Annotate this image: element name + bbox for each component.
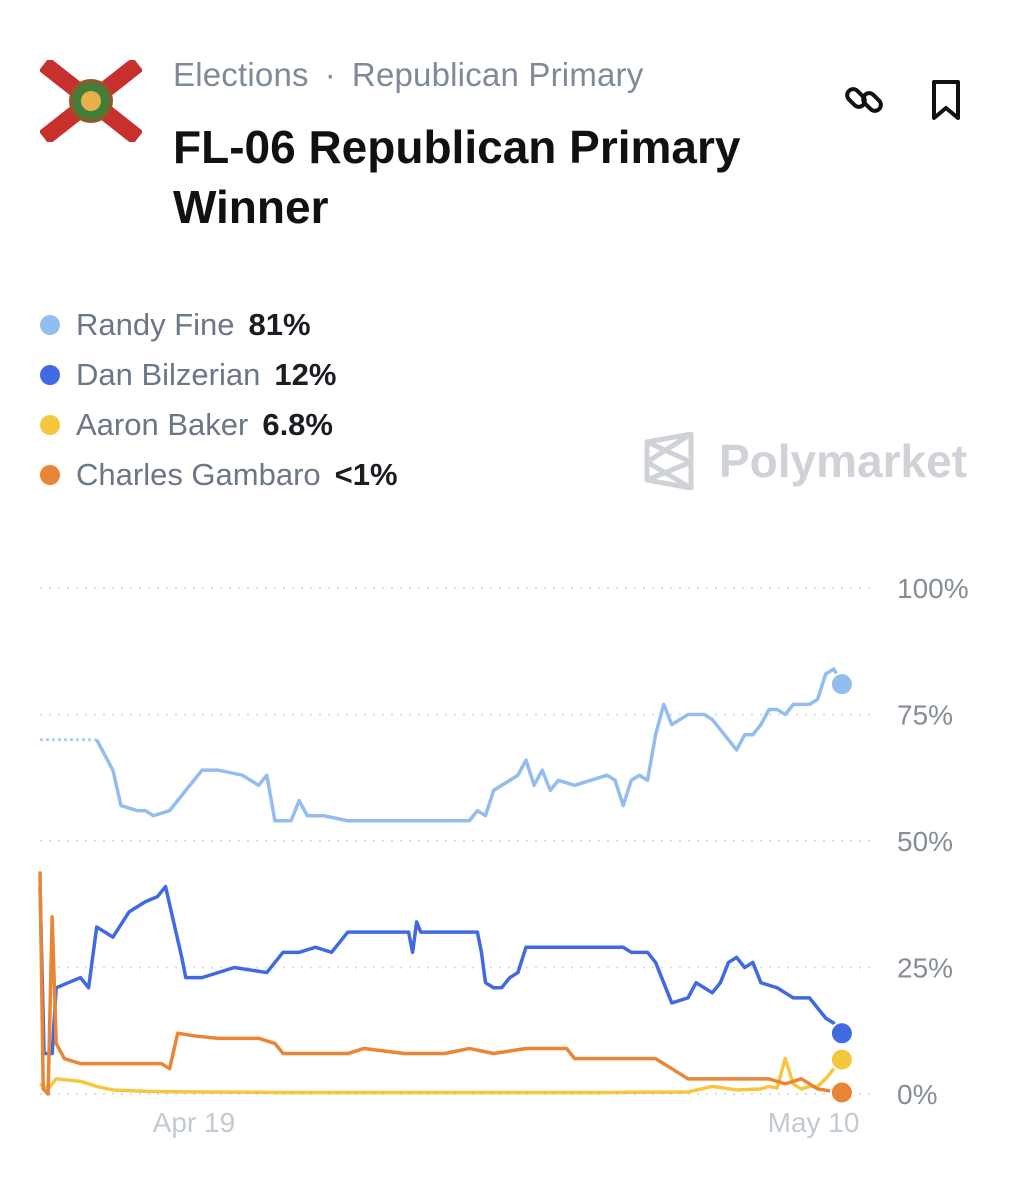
y-tick-label: 100% — [897, 573, 969, 604]
legend-name: Dan Bilzerian — [76, 357, 261, 392]
legend-dot — [40, 415, 60, 435]
y-axis: 100% 75% 50% 25% 0% — [897, 573, 969, 1110]
copy-link-button[interactable] — [840, 76, 888, 124]
legend-value: <1% — [334, 457, 398, 492]
page-title: FL-06 Republican Primary Winner — [173, 121, 741, 233]
y-tick-label: 0% — [897, 1079, 937, 1110]
series-line-randy-fine — [95, 667, 844, 823]
series-end-dot-dan-bilzerian — [829, 1021, 854, 1046]
watermark-text: Polymarket — [719, 435, 968, 487]
legend-item-dan-bilzerian[interactable]: Dan Bilzerian 12% — [40, 350, 398, 400]
series-line-charles-gambaro — [38, 871, 843, 1096]
legend-value: 81% — [248, 307, 311, 342]
legend-value: 12% — [274, 357, 337, 392]
y-tick-label: 75% — [897, 700, 953, 731]
polymarket-logo-icon — [644, 432, 694, 490]
legend-dot — [40, 365, 60, 385]
series-line-dan-bilzerian — [38, 884, 844, 1056]
breadcrumb-elections[interactable]: Elections — [173, 56, 309, 93]
price-history-chart[interactable]: 100% 75% 50% 25% 0% Apr 19 May 10 — [0, 550, 1015, 1150]
grid-lines — [40, 587, 870, 1095]
y-tick-label: 25% — [897, 953, 953, 984]
bookmark-button[interactable] — [922, 76, 970, 124]
series-line-aaron-baker — [39, 1056, 844, 1095]
legend-name: Charles Gambaro — [76, 457, 321, 492]
florida-flag-icon — [40, 60, 142, 142]
series-lines — [38, 667, 844, 1096]
link-icon — [845, 87, 883, 113]
breadcrumb: Elections · Republican Primary — [173, 56, 643, 94]
legend-dot — [40, 465, 60, 485]
polymarket-watermark: Polymarket — [643, 432, 967, 490]
legend-value: 6.8% — [262, 407, 333, 442]
series-end-dots — [829, 672, 854, 1105]
series-end-dot-randy-fine — [829, 672, 854, 697]
x-tick-label: May 10 — [768, 1107, 860, 1138]
breadcrumb-republican-primary[interactable]: Republican Primary — [351, 56, 644, 93]
x-axis: Apr 19 May 10 — [153, 1107, 860, 1138]
legend-item-randy-fine[interactable]: Randy Fine 81% — [40, 300, 398, 350]
legend-dot — [40, 315, 60, 335]
legend: Randy Fine 81% Dan Bilzerian 12% Aaron B… — [40, 300, 398, 500]
legend-name: Aaron Baker — [76, 407, 249, 442]
breadcrumb-separator: · — [324, 56, 336, 93]
x-tick-label: Apr 19 — [153, 1107, 236, 1138]
legend-name: Randy Fine — [76, 307, 235, 342]
legend-item-charles-gambaro[interactable]: Charles Gambaro <1% — [40, 450, 398, 500]
bookmark-icon — [932, 80, 960, 120]
series-end-dot-aaron-baker — [829, 1047, 854, 1072]
series-end-dot-charles-gambaro — [829, 1080, 854, 1105]
legend-item-aaron-baker[interactable]: Aaron Baker 6.8% — [40, 400, 398, 450]
y-tick-label: 50% — [897, 826, 953, 857]
